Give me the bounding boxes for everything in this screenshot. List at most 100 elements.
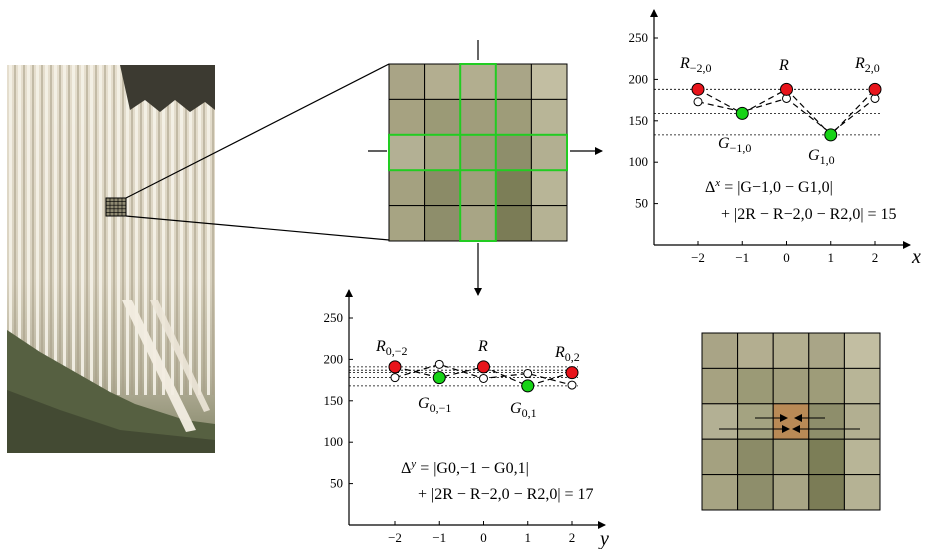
plot-y-axis-label: y	[598, 528, 609, 549]
interpolated-point	[479, 373, 488, 383]
y-tick-label: 150	[324, 393, 344, 408]
y-tick-label: 100	[324, 434, 344, 449]
svg-text:Δy = |G0,−1 − G0,1|: Δy = |G0,−1 − G0,1|	[401, 458, 529, 477]
green-sample-point	[521, 379, 535, 393]
label-g-minus1: G0,−1	[418, 395, 451, 415]
y-tick-label: 150	[629, 113, 649, 128]
patch-cell	[701, 438, 739, 476]
red-sample-point	[388, 360, 402, 374]
patch-cell	[843, 474, 881, 511]
label-r-minus2: R−2,0	[679, 55, 712, 75]
patch-cell	[808, 332, 845, 369]
plot-x-equation: Δx = |G−1,0 − G1,0| + |2R − R−2,0 − R2,0…	[705, 177, 897, 223]
patch-cell	[424, 205, 461, 242]
label-g-plus1: G1,0	[808, 147, 835, 167]
green-sample-point	[824, 128, 838, 142]
vertical-window-outline	[459, 63, 497, 242]
patch-cell	[388, 169, 426, 207]
y-tick-label: 250	[324, 310, 344, 325]
patch-cell	[772, 367, 810, 405]
label-g-plus1: G0,1	[510, 400, 537, 420]
x-tick-label: 2	[872, 250, 879, 265]
patch-cell	[530, 98, 568, 136]
y-tick-label: 50	[635, 196, 648, 211]
interpolation-arrows	[719, 414, 860, 433]
patch-cell	[772, 474, 810, 511]
patch-cell	[530, 63, 568, 100]
patch-cell	[495, 134, 532, 171]
patch-cell	[701, 403, 739, 440]
patch-cell	[808, 474, 845, 511]
patch-cell	[388, 63, 426, 100]
patch-cell	[737, 474, 774, 511]
horizontal-plot: x 50 100 150 200 250 −2 −1 0 1 2 R−2,0 R R2,0 G−1…	[629, 9, 921, 268]
patch-cell	[388, 98, 426, 136]
patch-cell	[843, 367, 881, 405]
y-tick-label: 50	[330, 476, 343, 491]
label-r-center: R	[477, 338, 488, 355]
patch-cell	[701, 474, 739, 511]
patch-cell	[530, 134, 568, 171]
interpolated-point	[390, 373, 400, 383]
plot-y-equation: Δy = |G0,−1 − G0,1| + |2R − R−2,0 − R2,0…	[401, 458, 594, 503]
crosshair-icon	[368, 40, 479, 152]
x-tick-label: 2	[569, 530, 576, 545]
label-r-minus2: R0,−2	[375, 338, 408, 358]
fence-photo	[7, 65, 215, 453]
patch-cell	[459, 98, 497, 136]
x-tick-label: −2	[388, 530, 402, 545]
patch-cell	[459, 134, 497, 171]
patch-cell	[495, 205, 532, 242]
x-tick-label: 0	[480, 530, 487, 545]
x-tick-label: −1	[432, 530, 446, 545]
patch-cell	[701, 367, 739, 405]
patch-cell	[388, 205, 426, 242]
patch-cell	[495, 169, 532, 207]
x-tick-label: 1	[525, 530, 532, 545]
patch-cell	[424, 169, 461, 207]
patch-marker	[105, 197, 127, 217]
patch-cell	[772, 403, 810, 440]
interpolated-point	[693, 97, 703, 107]
patch-cell	[737, 403, 774, 440]
red-sample-point	[868, 82, 882, 96]
red-sample-point	[691, 82, 705, 96]
label-r-plus2: R2,0	[854, 55, 880, 75]
result-patch-grid	[701, 332, 881, 511]
patch-cell	[701, 332, 739, 369]
x-tick-label: −2	[691, 250, 705, 265]
interpolated-point	[523, 368, 533, 378]
y-tick-label: 100	[629, 154, 649, 169]
plot-x-point-labels: R−2,0 R R2,0 G−1,0 G1,0	[679, 55, 880, 167]
vertical-plot: y 50 100 150 200 250 −2 −1 0 1 2 R0,−2 R R0,2 G0,…	[324, 289, 609, 549]
x-tick-label: 1	[828, 250, 835, 265]
patch-cell	[459, 205, 497, 242]
patch-cell	[737, 438, 774, 476]
patch-cell	[808, 403, 845, 440]
patch-cell	[737, 367, 774, 405]
red-sample-point	[565, 366, 579, 380]
patch-cell	[808, 367, 845, 405]
patch-cell	[772, 332, 810, 369]
svg-text:+ |2R − R−2,0 − R2,0| = 15: + |2R − R−2,0 − R2,0| = 15	[721, 206, 897, 223]
patch-cell	[459, 63, 497, 100]
interpolated-point	[434, 359, 444, 369]
red-sample-point	[477, 360, 490, 374]
green-sample-point	[432, 371, 446, 385]
enlarged-patch-grid	[388, 63, 568, 242]
svg-text:Δx = |G−1,0 − G1,0|: Δx = |G−1,0 − G1,0|	[705, 177, 833, 196]
patch-cell	[843, 438, 881, 476]
zoom-lines	[125, 63, 390, 241]
x-tick-label: 0	[783, 250, 790, 265]
patch-cell	[772, 438, 810, 476]
label-r-center: R	[778, 57, 789, 74]
plot-y-point-labels: R0,−2 R R0,2 G0,−1 G0,1	[375, 338, 580, 420]
patch-cell	[843, 403, 881, 440]
plot-x-axis-label: x	[911, 246, 921, 268]
patch-cell	[843, 332, 881, 369]
patch-cell	[495, 63, 532, 100]
patch-cell	[737, 332, 774, 369]
patch-cell	[530, 205, 568, 242]
patch-cell	[424, 98, 461, 136]
